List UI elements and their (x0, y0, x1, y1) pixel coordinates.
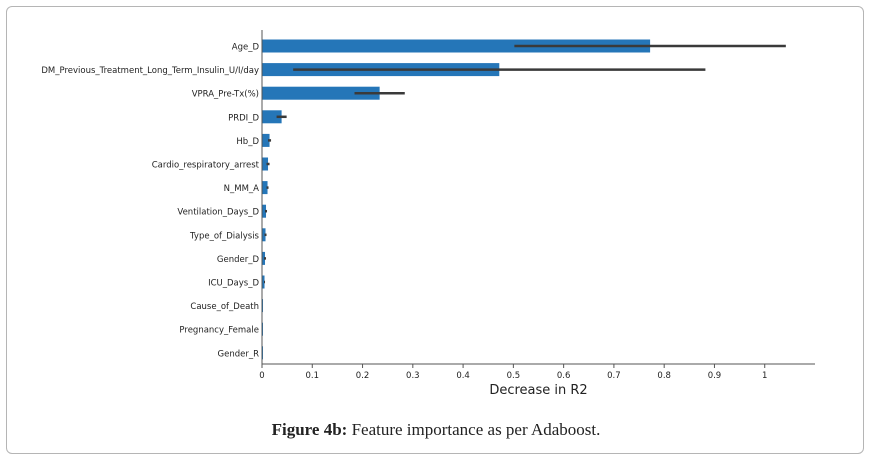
x-tick-label-9: 0.9 (708, 371, 722, 381)
x-ticks: 0 0.1 0.2 0.3 0.4 0.5 0.6 0.7 0.8 0.9 1 (259, 364, 767, 381)
bar-3 (262, 110, 282, 124)
y-tick-label-7: Ventilation_Days_D (177, 208, 259, 218)
x-tick-label-3: 0.3 (406, 371, 420, 381)
x-tick-label-8: 0.8 (657, 371, 671, 381)
x-tick-label-6: 0.6 (557, 371, 571, 381)
y-tick-label-5: Cardio_respiratory_arrest (152, 161, 260, 171)
error-bars-layer (264, 44, 786, 284)
bar-11 (262, 299, 264, 313)
x-tick-label-2: 0.2 (356, 371, 370, 381)
y-tick-label-3: PRDI_D (228, 113, 259, 123)
bar-6 (262, 181, 268, 195)
y-tick-label-2: VPRA_Pre-Tx(%) (192, 90, 259, 100)
bar-9 (262, 251, 266, 265)
bar-0 (262, 39, 651, 53)
y-tick-label-13: Gender_R (218, 349, 260, 359)
x-tick-label-1: 0.1 (306, 371, 320, 381)
y-tick-label-12: Pregnancy_Female (179, 326, 259, 336)
x-tick-label-7: 0.7 (607, 371, 621, 381)
bar-7 (262, 204, 267, 218)
x-axis-label: Decrease in R2 (489, 383, 587, 398)
y-tick-label-1: DM_Previous_Treatment_Long_Term_Insulin_… (41, 66, 259, 76)
y-tick-labels: Age_D DM_Previous_Treatment_Long_Term_Ins… (41, 43, 259, 360)
figure-caption: Figure 4b: Feature importance as per Ada… (0, 420, 872, 440)
x-tick-label-10: 1 (762, 371, 767, 381)
y-tick-label-4: Hb_D (236, 137, 259, 147)
caption-text: Feature importance as per Adaboost. (347, 420, 601, 439)
bar-10 (262, 275, 265, 289)
caption-label: Figure 4b: (271, 420, 348, 439)
bar-4 (262, 133, 270, 147)
y-tick-label-11: Cause_of_Death (190, 302, 259, 312)
figure-frame (6, 6, 864, 454)
bars-layer (262, 39, 651, 360)
x-tick-label-5: 0.5 (507, 371, 521, 381)
x-tick-label-0: 0 (259, 371, 264, 381)
bar-2 (262, 86, 380, 100)
x-tick-label-4: 0.4 (456, 371, 470, 381)
bar-5 (262, 157, 269, 171)
y-tick-label-9: Gender_D (217, 255, 260, 265)
y-tick-label-8: Type_of_Dialysis (189, 231, 260, 241)
y-tick-label-6: N_MM_A (224, 184, 260, 194)
y-tick-label-10: ICU_Days_D (208, 279, 259, 289)
y-tick-label-0: Age_D (232, 43, 260, 53)
bar-8 (262, 228, 266, 242)
